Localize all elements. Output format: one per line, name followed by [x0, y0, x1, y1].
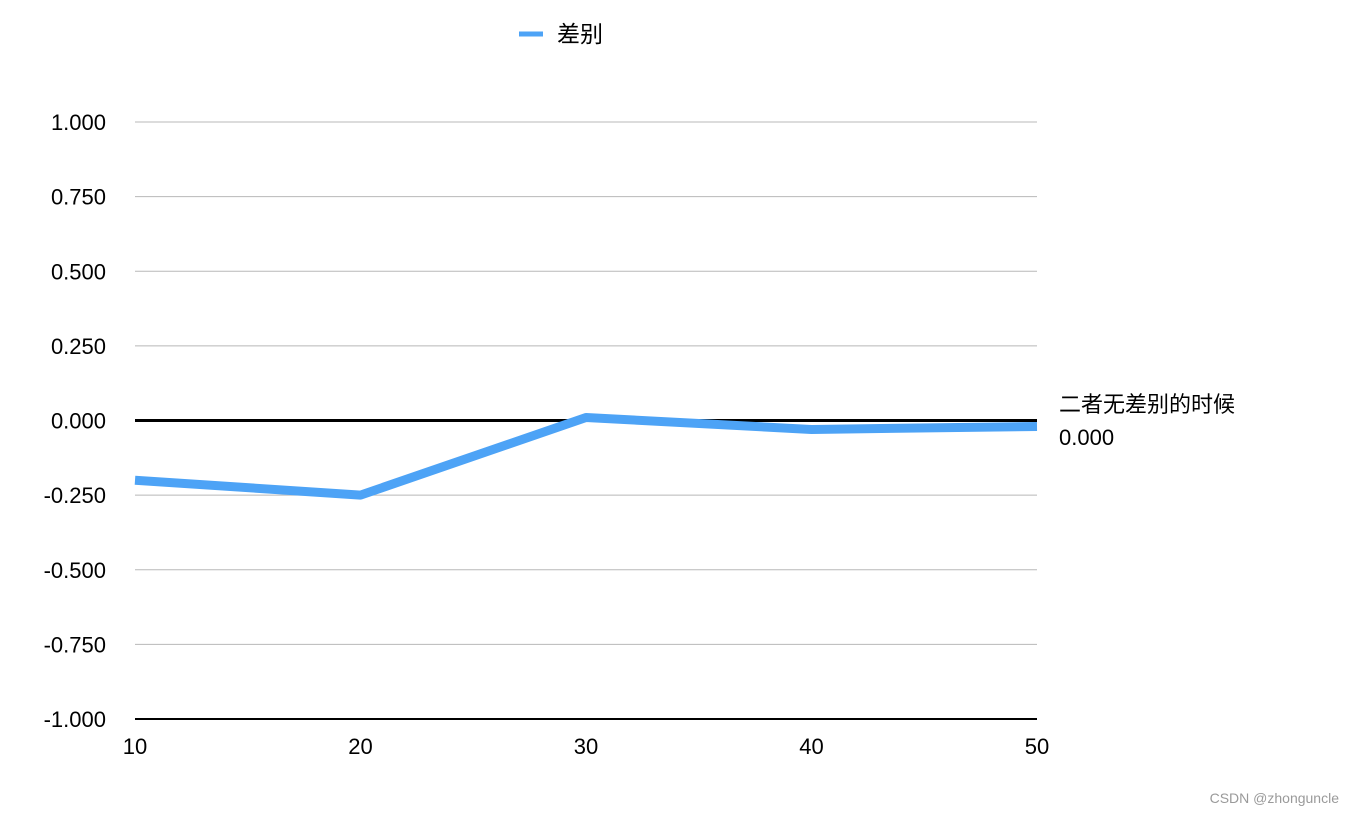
series-line-0: [134, 413, 1038, 500]
y-tick-label: 0.250: [51, 334, 106, 359]
y-tick-label: 0.750: [51, 185, 106, 210]
legend: 差别: [519, 21, 603, 47]
y-tick-label: 0.500: [51, 259, 106, 284]
y-tick-label: -0.250: [44, 483, 106, 508]
y-tick-labels: 1.000 0.750 0.500 0.250 0.000 -0.250 -0.500 -0.…: [44, 110, 106, 732]
x-tick-label: 50: [1025, 734, 1049, 759]
reference-line-label: 二者无差别的时候: [1059, 392, 1235, 417]
x-tick-label: 30: [574, 734, 598, 759]
y-tick-label: -0.500: [44, 558, 106, 583]
x-tick-labels: 10 20 30 40 50: [123, 734, 1049, 759]
y-tick-label: -1.000: [44, 707, 106, 732]
series-group: [134, 413, 1038, 500]
legend-label-series: 差别: [557, 21, 603, 47]
x-tick-label: 10: [123, 734, 147, 759]
y-tick-label: -0.750: [44, 632, 106, 657]
y-tick-label: 1.000: [51, 110, 106, 135]
x-tick-label: 40: [799, 734, 823, 759]
y-tick-label: 0.000: [51, 409, 106, 434]
x-tick-label: 20: [348, 734, 372, 759]
watermark-text: CSDN @zhonguncle: [1210, 790, 1340, 806]
reference-line-value-label: 0.000: [1059, 425, 1114, 450]
gridlines: [135, 121, 1037, 645]
